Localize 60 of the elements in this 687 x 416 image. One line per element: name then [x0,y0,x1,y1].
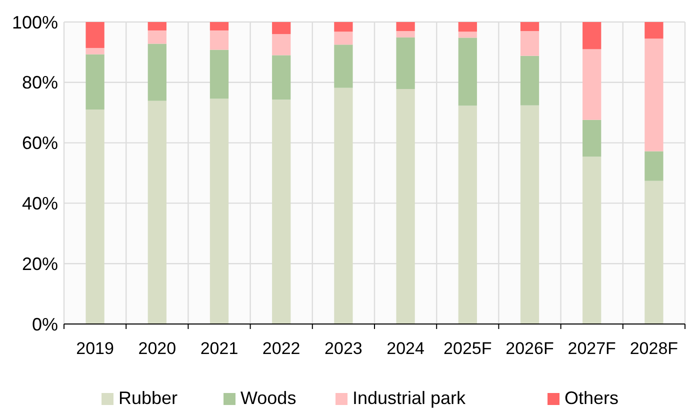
bar [86,110,104,324]
y-tick-label: 0% [32,314,58,334]
bar [458,22,477,32]
bar [644,38,664,152]
x-tick-label: 2028F [630,339,678,358]
bar [582,156,602,324]
bar [148,100,166,324]
bar [148,30,166,44]
bar [520,56,540,106]
bar [334,88,353,324]
bar [272,22,291,34]
x-tick-label: 2022 [262,339,300,358]
legend-label: Rubber [118,388,178,408]
bar [520,22,540,32]
bar [644,22,664,39]
bar [272,100,291,324]
bar [210,50,229,99]
bar [210,98,229,324]
x-tick-label: 2019 [76,339,114,358]
bar [396,89,415,324]
x-tick-label: 2026F [506,339,554,358]
bar [148,22,166,30]
y-tick-label: 40% [22,194,58,214]
y-tick-label: 20% [22,254,58,274]
bar [520,31,540,56]
bar [582,120,602,157]
bar [582,22,602,50]
x-tick-label: 2024 [386,339,424,358]
x-tick-label: 2020 [138,339,176,358]
y-tick-label: 100% [12,12,58,32]
bar [272,34,291,56]
bar [272,55,291,100]
bar [210,22,229,30]
x-tick-label: 2021 [200,339,238,358]
bar [458,106,477,324]
y-tick-label: 80% [22,72,58,93]
bar [396,37,415,90]
bar [148,44,166,101]
x-tick-label: 2027F [568,339,616,358]
bar [86,54,104,110]
bar [458,38,477,106]
bar [458,32,477,38]
bar [334,22,353,32]
bar [396,22,415,32]
bar [86,48,104,54]
bar [210,30,229,50]
x-tick-label: 2023 [324,339,362,358]
bar [582,49,602,120]
legend-label: Woods [240,388,296,408]
bar [334,44,353,88]
bar [520,105,540,324]
bar [86,22,104,48]
y-tick-label: 60% [22,133,58,154]
legend-label: Industrial park [352,388,467,408]
bar [644,151,664,181]
bar [334,32,353,45]
legend-label: Others [564,388,619,408]
x-tick-label: 2025F [444,339,492,358]
bar [396,31,415,38]
bar [644,180,664,324]
